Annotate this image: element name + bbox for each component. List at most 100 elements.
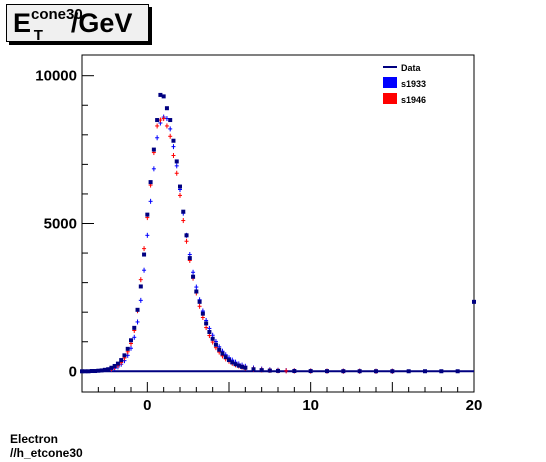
plot-frame (81, 54, 475, 393)
data-point (236, 363, 241, 368)
footer-histogram-path: //h_etcone30 (10, 446, 83, 460)
legend-swatch-s1933 (383, 77, 397, 88)
data-point (230, 360, 235, 365)
data-point (158, 92, 163, 97)
data-point (142, 252, 147, 257)
data-point (145, 212, 150, 217)
data-point (106, 367, 111, 372)
histogram-title: Econe30 T/GeV (13, 6, 133, 44)
s1946-point (284, 368, 289, 374)
s1933-point (155, 135, 160, 141)
y-tick-label: 0 (69, 363, 77, 380)
s1946-point (178, 192, 182, 198)
data-point (102, 367, 107, 372)
s1933-point (151, 166, 156, 172)
data-point (89, 369, 94, 374)
data-point (181, 209, 186, 214)
data-point (423, 369, 427, 374)
data-point (308, 369, 313, 374)
y-tick-label: 10000 (35, 68, 77, 85)
data-point (197, 299, 202, 304)
data-point (125, 346, 130, 351)
histogram-title-box: Econe30 T/GeV (6, 4, 149, 44)
data-point (390, 369, 395, 374)
data-point (200, 311, 205, 316)
legend-swatch-s1946 (383, 93, 397, 104)
data-point (220, 351, 225, 356)
legend-label-s1933: s1933 (401, 79, 426, 89)
data-point (164, 106, 169, 111)
data-point (251, 367, 256, 372)
s1946-point (164, 123, 169, 129)
s1933-point (168, 126, 173, 132)
data-point (187, 256, 192, 261)
data-point (191, 274, 196, 279)
legend-label-data: Data (401, 63, 422, 73)
title-subscript: T (33, 27, 43, 44)
data-point (472, 299, 476, 304)
data-point (122, 353, 127, 358)
data-point (174, 159, 179, 164)
s1933-point (132, 334, 137, 340)
s1946-point (181, 218, 186, 224)
data-point (83, 369, 88, 374)
s1933-point (194, 284, 199, 290)
data-point (292, 369, 297, 374)
data-point (357, 369, 362, 374)
x-tick-label: 10 (302, 397, 319, 414)
data-point (207, 329, 212, 334)
data-point (259, 368, 264, 373)
data-point (96, 368, 101, 373)
s1933-point (148, 198, 153, 204)
s1933-point (138, 297, 143, 303)
data-point (184, 233, 189, 238)
data-point (374, 369, 378, 374)
data-point (129, 338, 133, 343)
s1946-point (168, 133, 173, 139)
data-point (276, 368, 280, 373)
data-point (138, 284, 143, 289)
s1933-point (171, 144, 176, 150)
title-base: E (13, 8, 32, 38)
data-point (223, 355, 228, 360)
s1946-point (161, 116, 166, 122)
data-point (155, 118, 160, 123)
s1933-point (142, 267, 147, 273)
title-superscript: cone30 (31, 6, 83, 23)
s1933-point (135, 319, 140, 325)
data-point (178, 184, 182, 189)
title-suffix: /GeV (70, 8, 133, 38)
data-point (213, 342, 218, 347)
data-point (148, 180, 153, 185)
x-tick-label: 0 (143, 397, 151, 414)
data-point (341, 369, 346, 374)
data-point (210, 336, 215, 341)
s1946-point (200, 315, 205, 321)
data-point (112, 363, 117, 368)
data-point (325, 369, 329, 374)
s1946-point (155, 123, 160, 129)
data-point (161, 94, 166, 99)
data-point (406, 369, 411, 374)
s1946-point (138, 277, 143, 283)
s1933-point (145, 232, 150, 238)
legend-label-s1946: s1946 (401, 95, 426, 105)
s1946-point (204, 325, 209, 331)
s1946-point (197, 303, 202, 309)
s1946-point (171, 153, 176, 159)
s1933-point (191, 269, 196, 275)
data-point (217, 347, 222, 352)
s1946-point (184, 238, 189, 244)
s1933-point (174, 163, 179, 169)
data-point (109, 365, 114, 370)
data-point (439, 369, 444, 374)
data-point (119, 358, 124, 363)
data-point (99, 368, 104, 373)
data-point (194, 289, 199, 294)
data-point (171, 138, 176, 143)
data-point (151, 147, 156, 152)
data-point (267, 368, 272, 373)
data-point (86, 369, 91, 374)
footer-object-name: Electron (10, 432, 59, 446)
